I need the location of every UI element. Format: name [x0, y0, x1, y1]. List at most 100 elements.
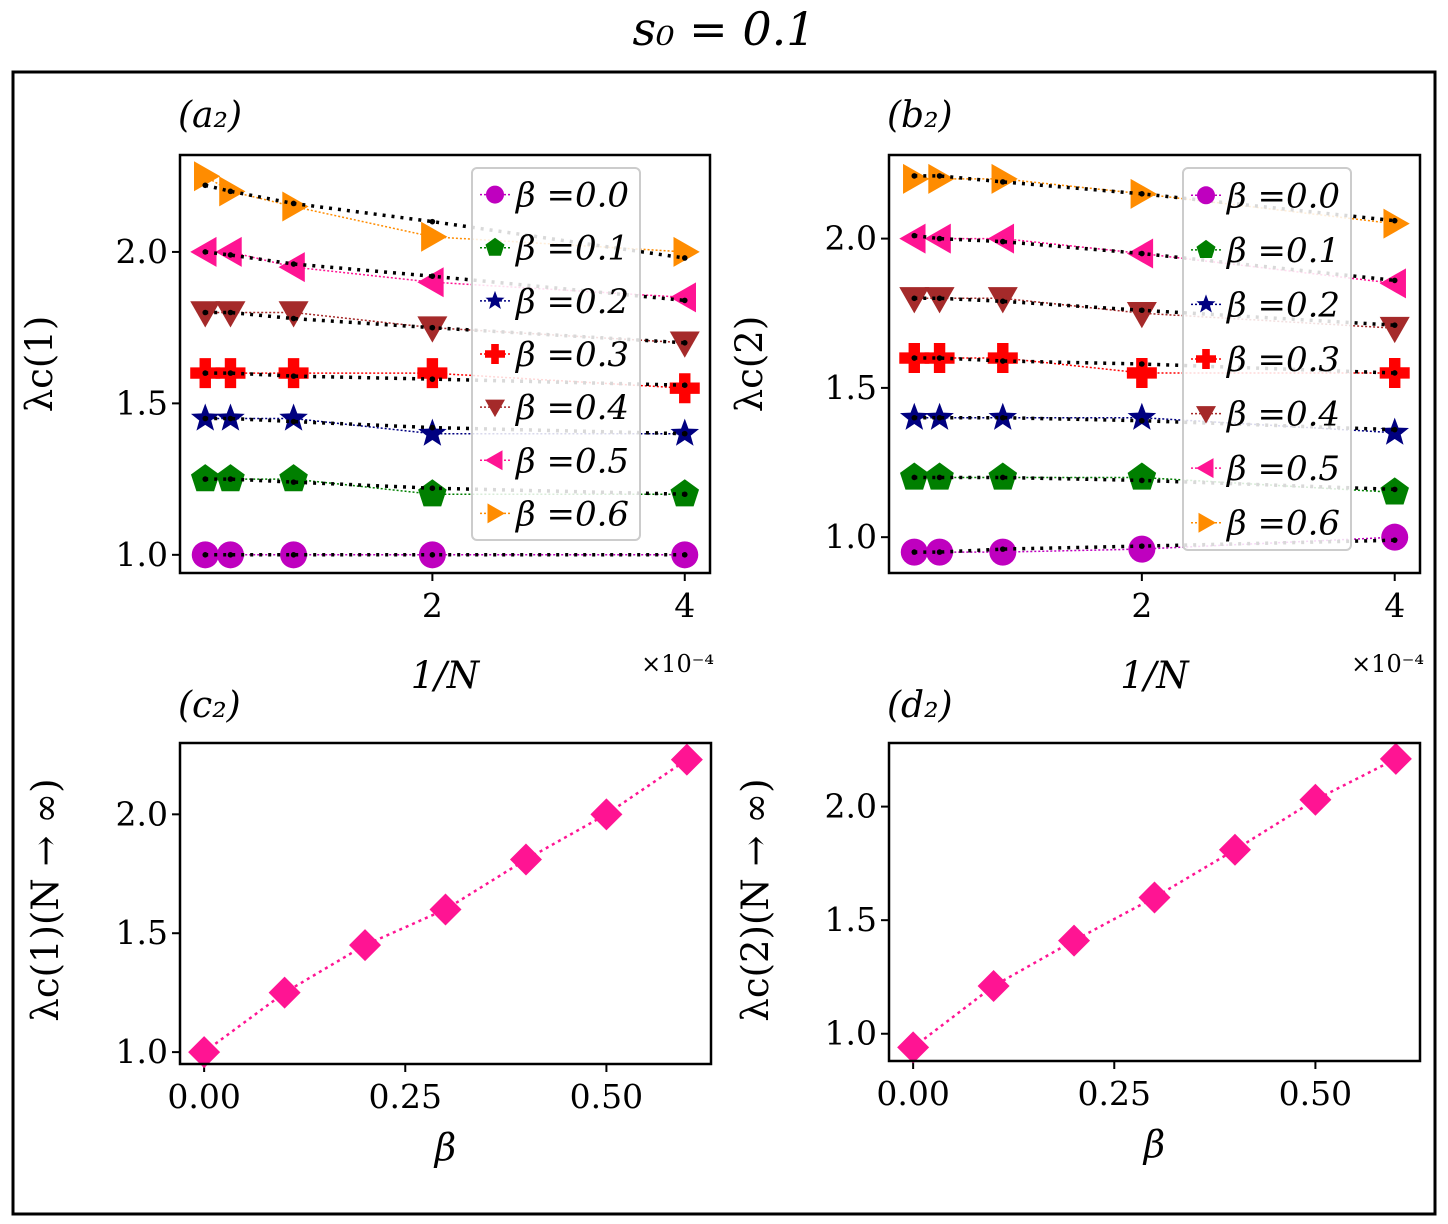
fit-point [681, 255, 688, 261]
x-tick-label: 2 [422, 586, 443, 625]
y-tick-label: 2.0 [116, 232, 168, 271]
data-point [279, 464, 308, 492]
fit-point [290, 552, 297, 558]
series-5 [190, 236, 697, 313]
series-1 [190, 464, 700, 507]
data-point [669, 373, 700, 404]
legend-marker [1197, 186, 1215, 205]
fit-point [911, 295, 918, 302]
data-point [897, 1031, 930, 1064]
fit-point [202, 476, 209, 482]
fit-point [202, 309, 209, 316]
panel-a2: (a₂) 2 4 1.0 1.5 2.0 1/N λc(1) ×10⁻⁴ β =0.0 β =0.1… [18, 95, 714, 697]
data-point [282, 191, 309, 222]
legend-marker [485, 450, 503, 471]
fit-point [1139, 543, 1145, 549]
fit-point [936, 173, 943, 179]
fit-point [999, 546, 1006, 552]
legend-label: β =0.5 [514, 441, 629, 481]
panel-d2: (d₂) 0.00 0.25 0.50 1.0 1.5 2.0 β λc(2)(N → ∞) [734, 685, 1422, 1166]
data-point [1379, 268, 1406, 299]
series-4 [190, 301, 700, 358]
data-point [673, 236, 700, 267]
fit-point [227, 252, 234, 258]
x-tick-label: 0.50 [1279, 1074, 1352, 1113]
legend: β =0.0 β =0.1 β =0.2 β =0.3 β =0.4 β =0.5 β =0… [1182, 167, 1352, 551]
plot-area [178, 741, 713, 1066]
legend-marker [485, 399, 505, 418]
y-axis-label: λc(1) [18, 316, 61, 413]
legend-label: β =0.0 [514, 176, 629, 216]
legend-label: β =0.4 [1225, 395, 1340, 435]
data-point [279, 403, 308, 431]
legend-marker [485, 237, 505, 256]
fit-point [1139, 361, 1145, 367]
series-0 [900, 523, 1409, 566]
data-point [987, 343, 1018, 374]
fit-point [1391, 486, 1398, 493]
series-0 [191, 541, 699, 569]
figure-title: s₀ = 0.1 [632, 2, 816, 56]
data-point [670, 743, 703, 776]
y-tick-label: 2.0 [116, 794, 168, 833]
fit-point [911, 549, 918, 555]
x-offset-label: ×10⁻⁴ [641, 650, 714, 678]
data-point [1299, 783, 1332, 816]
x-axis-label: 1/N [411, 654, 481, 697]
panel-c2: (c₂) 0.00 0.25 0.50 1.0 1.5 2.0 β λc(1)(N → ∞) [24, 685, 713, 1169]
fit-point [227, 370, 234, 376]
legend-marker [1196, 458, 1214, 479]
y-tick-label: 1.5 [825, 900, 877, 939]
data-point [899, 223, 926, 254]
data-point [977, 970, 1010, 1003]
data-point [278, 301, 309, 328]
fit-point [1391, 370, 1398, 376]
panel-label: (a₂) [178, 95, 242, 136]
data-point [1138, 881, 1171, 914]
fit-point [1391, 322, 1398, 328]
data-point [1379, 742, 1412, 775]
data-point [417, 358, 448, 389]
x-axis-label: 1/N [1120, 654, 1190, 697]
fit-point [429, 376, 436, 382]
fit-point [429, 324, 436, 331]
y-tick-label: 1.0 [825, 517, 877, 556]
x-tick-label: 4 [1384, 586, 1405, 625]
fit-point [290, 315, 297, 322]
series-1 [900, 462, 1409, 505]
fit-point [429, 552, 436, 558]
x-offset-label: ×10⁻⁴ [1351, 650, 1424, 678]
x-tick-label: 0.00 [167, 1077, 240, 1116]
fit-point [1391, 537, 1398, 543]
data-point [989, 538, 1017, 566]
legend-marker [1196, 406, 1216, 424]
legend-label: β =0.3 [514, 335, 629, 375]
panel-label: (c₂) [178, 685, 241, 726]
y-tick-label: 2.0 [825, 219, 877, 258]
plot-area [887, 153, 1422, 575]
legend-label: β =0.3 [1225, 340, 1340, 380]
x-tick-label: 0.00 [876, 1074, 949, 1113]
fit-point [999, 298, 1006, 305]
fit-point [681, 382, 688, 389]
data-point [417, 267, 444, 298]
fit-point [911, 414, 918, 421]
fit-point [1139, 250, 1145, 257]
legend-marker [487, 503, 505, 524]
data-point [1127, 402, 1157, 430]
plot-area [178, 153, 712, 575]
legend-frame [471, 167, 641, 541]
data-point [509, 843, 542, 876]
data-point [1126, 357, 1157, 388]
fit-point [681, 297, 688, 304]
fit-point [681, 339, 688, 346]
fit-point [911, 173, 918, 179]
plot-area [887, 741, 1422, 1063]
data-point [903, 163, 930, 194]
fit-point [936, 355, 943, 361]
fit-point [290, 261, 297, 267]
y-axis-label: λc(2)(N → ∞) [734, 778, 777, 1021]
legend-label: β =0.1 [1225, 231, 1340, 271]
fit-point [936, 549, 943, 555]
fit-point [227, 476, 234, 482]
